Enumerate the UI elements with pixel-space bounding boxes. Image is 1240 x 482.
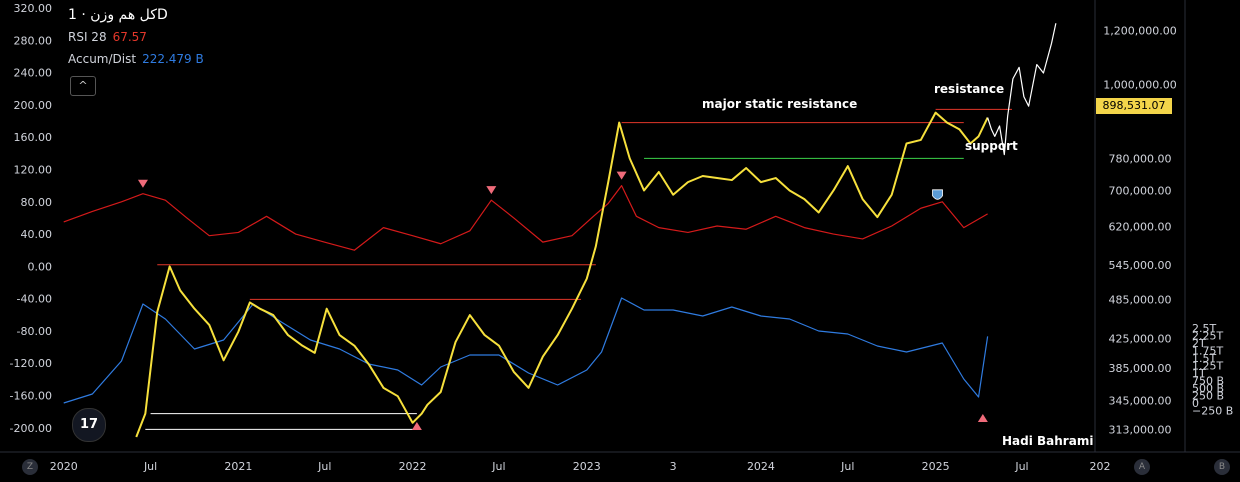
left-axis-tick-11: -120.00 xyxy=(10,357,52,370)
time-axis-tick-12: 202 xyxy=(1090,460,1111,473)
symbol-title: کل هم وزن · 1D xyxy=(68,7,168,23)
price-axis-tick-11: 313,000.00 xyxy=(1109,423,1172,436)
shield-marker-icon xyxy=(932,189,943,200)
time-axis-tick-9: Jul xyxy=(840,460,854,473)
ad-axis-tick-11: −250 B xyxy=(1192,405,1233,418)
time-axis-tick-11: Jul xyxy=(1014,460,1028,473)
time-axis-tick-0: 2020 xyxy=(50,460,78,473)
ad-axis-tick-4: 1.5T xyxy=(1192,352,1216,365)
scale-button[interactable]: B xyxy=(1214,459,1230,475)
zoom-button[interactable]: Z xyxy=(22,459,38,475)
up-triangle-marker-3 xyxy=(411,422,422,430)
projection-path xyxy=(987,23,1057,156)
ad-axis-tick-7: 750 B xyxy=(1192,375,1224,388)
time-axis-tick-7: 3 xyxy=(670,460,677,473)
price-axis-tick-8: 425,000.00 xyxy=(1109,333,1172,346)
time-axis-tick-5: Jul xyxy=(491,460,505,473)
rsi-label: RSI 28 xyxy=(68,30,107,44)
price-axis-tick-0: 1,200,000.00 xyxy=(1103,25,1176,38)
price-axis-tick-5: 620,000.00 xyxy=(1109,221,1172,234)
up-triangle-marker-4 xyxy=(977,414,988,422)
major-resistance-label: major static resistance xyxy=(702,97,858,111)
ad-axis-tick-2: 2T xyxy=(1192,337,1206,350)
price-axis-tick-9: 385,000.00 xyxy=(1109,362,1172,375)
left-axis-tick-8: 0.00 xyxy=(28,260,53,273)
left-axis-tick-1: 280.00 xyxy=(14,34,53,47)
auto-scale-button[interactable]: A xyxy=(1134,459,1150,475)
left-axis-tick-6: 80.00 xyxy=(21,196,53,209)
ad-axis-tick-9: 250 B xyxy=(1192,390,1224,403)
price-axis-tick-7: 485,000.00 xyxy=(1109,293,1172,306)
ad-axis-tick-6: 1T xyxy=(1192,367,1206,380)
price-line xyxy=(135,111,989,438)
left-axis-tick-13: -200.00 xyxy=(10,422,52,435)
ad-axis-tick-0: 2.5T xyxy=(1192,322,1216,335)
time-axis-tick-6: 2023 xyxy=(573,460,601,473)
ad-axis-tick-1: 2.25T xyxy=(1192,330,1223,343)
left-axis-tick-3: 200.00 xyxy=(14,99,53,112)
time-axis-tick-10: 2025 xyxy=(922,460,950,473)
author-label: Hadi Bahrami xyxy=(1002,434,1094,448)
down-triangle-marker-2 xyxy=(616,171,627,180)
ad-value: 222.479 B xyxy=(142,52,204,66)
price-axis-tick-3: 780,000.00 xyxy=(1109,152,1172,165)
time-axis-tick-1: Jul xyxy=(143,460,157,473)
chart-legend: کل هم وزن · 1D RSI 28 67.57 Accum/Dist 222… xyxy=(68,4,204,70)
last-price-tag: 898,531.07 xyxy=(1096,98,1172,114)
ad-axis-tick-5: 1.25T xyxy=(1192,360,1223,373)
ad-line xyxy=(63,297,989,404)
time-axis-tick-8: 2024 xyxy=(747,460,775,473)
ad-label: Accum/Dist xyxy=(68,52,137,66)
down-triangle-marker-0 xyxy=(137,179,148,188)
tradingview-logo[interactable]: 17 xyxy=(72,408,106,442)
left-axis-tick-4: 160.00 xyxy=(14,131,53,144)
time-axis-tick-2: 2021 xyxy=(224,460,252,473)
price-axis-tick-6: 545,000.00 xyxy=(1109,259,1172,272)
resistance-label: resistance xyxy=(934,82,1005,96)
rsi-line xyxy=(63,185,988,251)
left-axis-tick-0: 320.00 xyxy=(14,2,53,15)
left-axis-tick-2: 240.00 xyxy=(14,67,53,80)
collapse-legend-button[interactable]: ^ xyxy=(70,76,96,96)
support-label: support xyxy=(965,139,1018,153)
price-axis-tick-1: 1,000,000.00 xyxy=(1103,79,1176,92)
ad-axis-tick-10: 0 xyxy=(1192,397,1199,410)
down-triangle-marker-1 xyxy=(486,186,497,195)
left-axis-tick-10: -80.00 xyxy=(17,325,52,338)
ad-axis-tick-8: 500 B xyxy=(1192,382,1224,395)
left-axis-tick-9: -40.00 xyxy=(17,293,52,306)
rsi-value: 67.57 xyxy=(112,30,147,44)
price-axis-tick-4: 700,000.00 xyxy=(1109,184,1172,197)
time-axis-tick-4: 2022 xyxy=(399,460,427,473)
left-axis-tick-7: 40.00 xyxy=(21,228,53,241)
ad-axis-tick-3: 1.75T xyxy=(1192,345,1223,358)
left-axis-tick-12: -160.00 xyxy=(10,390,52,403)
left-axis-tick-5: 120.00 xyxy=(14,164,53,177)
time-axis-tick-3: Jul xyxy=(317,460,331,473)
price-axis-tick-10: 345,000.00 xyxy=(1109,394,1172,407)
